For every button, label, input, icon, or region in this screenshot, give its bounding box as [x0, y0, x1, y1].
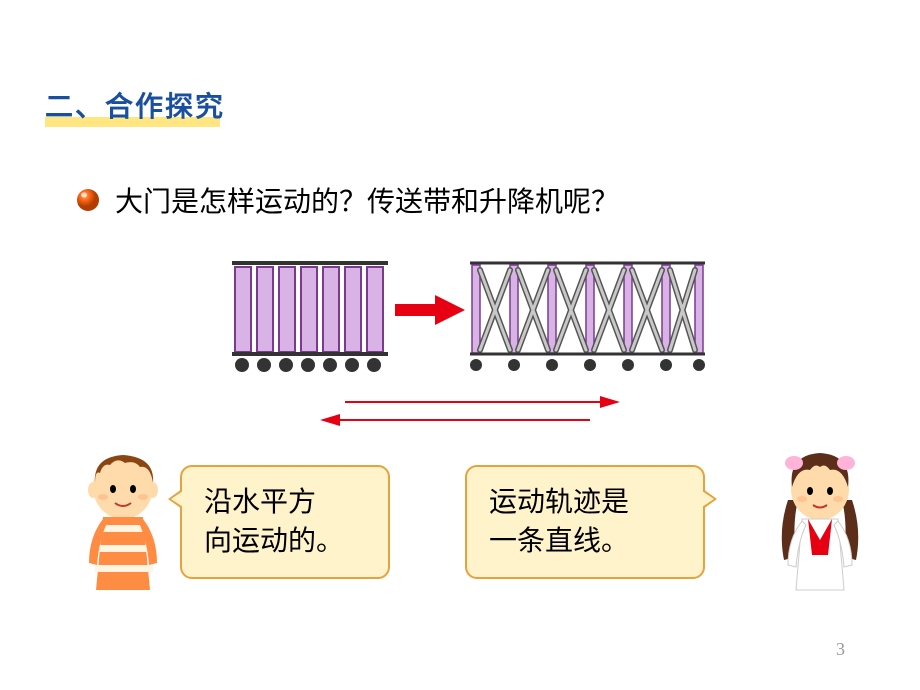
question-text: 大门是怎样运动的？传送带和升降机呢？: [115, 180, 619, 220]
expand-arrow-icon: [395, 295, 465, 325]
boy-character-icon: [75, 445, 175, 600]
bidirectional-arrows: [310, 390, 630, 440]
section-title: 二、合作探究: [45, 85, 225, 125]
girl-speech-bubble: 运动轨迹是 一条直线。: [465, 465, 705, 579]
boy-speech-line2: 向运动的。: [204, 522, 366, 561]
section-header: 二、合作探究: [45, 85, 225, 125]
arrow-right-icon: [345, 396, 620, 408]
girl-speech-line2: 一条直线。: [489, 522, 681, 561]
gate-diagram: [230, 255, 710, 385]
arrow-left-icon: [320, 414, 590, 426]
boy-speech-bubble: 沿水平方 向运动的。: [180, 465, 390, 579]
closed-gate-icon: [232, 263, 388, 372]
girl-speech-line1: 运动轨迹是: [489, 483, 681, 522]
bullet-sphere-icon: [75, 187, 101, 218]
open-gate-icon: [470, 263, 705, 371]
page-number: 3: [836, 639, 845, 660]
girl-character-icon: [770, 445, 870, 600]
boy-speech-line1: 沿水平方: [204, 483, 366, 522]
